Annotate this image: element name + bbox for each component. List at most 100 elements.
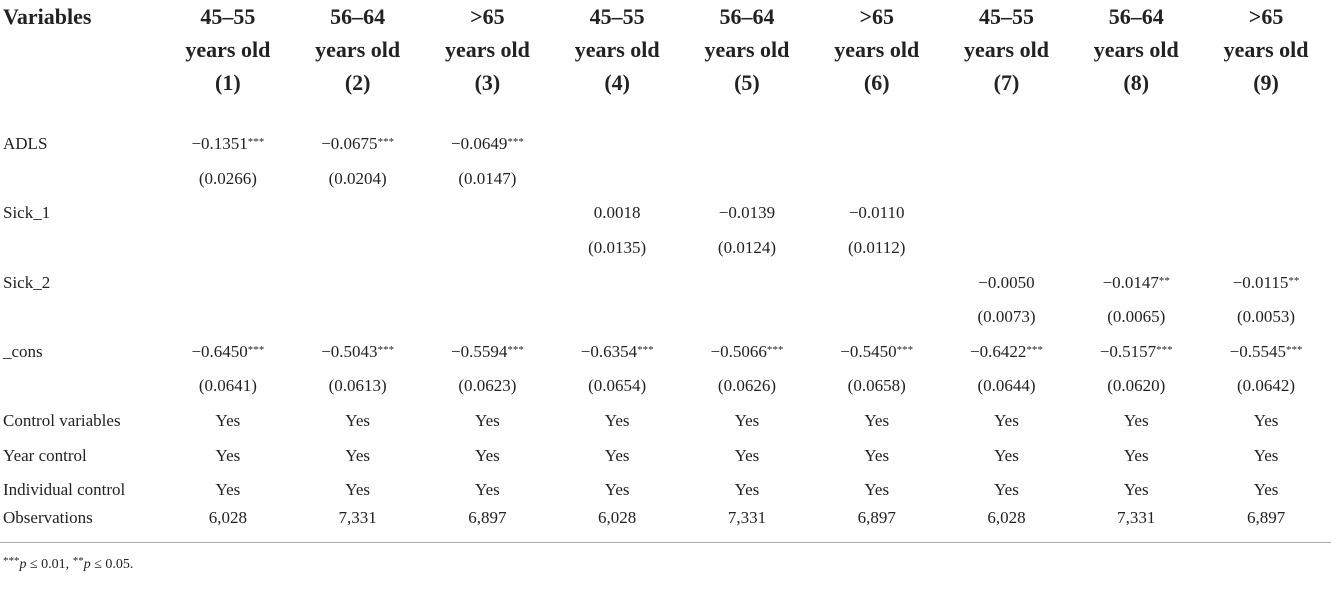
cell — [942, 127, 1072, 162]
cell — [293, 196, 423, 231]
cell — [942, 196, 1072, 231]
table-row: Individual control Yes Yes Yes Yes Yes Yes Yes Y… — [0, 473, 1331, 508]
header-line: >65 — [470, 4, 505, 29]
table-row: ADLS −0.1351*** −0.0675*** −0.0649*** — [0, 127, 1331, 162]
cell: −0.6422*** — [970, 341, 1043, 361]
column-header: >65 years old (6) — [812, 0, 942, 127]
row-label — [0, 231, 163, 266]
cell: −0.1351*** — [191, 134, 265, 154]
row-label: Sick_2 — [3, 272, 51, 292]
cell — [552, 265, 682, 300]
cell: 7,331 — [1071, 507, 1202, 543]
header-line: 45–55 — [978, 4, 1034, 29]
cell: Yes — [864, 445, 890, 465]
cell — [1071, 162, 1201, 197]
cell: Yes — [475, 411, 500, 431]
cell: Yes — [994, 411, 1019, 431]
row-label — [0, 300, 163, 335]
column-header: 45–55 years old (4) — [552, 0, 682, 127]
cell — [552, 300, 682, 335]
cell — [163, 265, 293, 300]
cell: 6,897 — [811, 507, 942, 543]
cell — [942, 231, 1072, 266]
column-header: 56–64 years old (8) — [1071, 0, 1201, 127]
cell: 6,028 — [941, 507, 1072, 543]
column-header: 56–64 years old (2) — [293, 0, 423, 127]
header-line: (3) — [474, 70, 501, 95]
cell — [423, 196, 553, 231]
cell — [423, 265, 553, 300]
header-line: (6) — [863, 70, 890, 95]
cell: Yes — [994, 480, 1019, 500]
footnote: ***p ≤ 0.01, **p ≤ 0.05. — [3, 554, 134, 572]
header-line: (4) — [604, 70, 630, 95]
cell: 7,331 — [682, 507, 812, 543]
cell: (0.0053) — [1237, 307, 1296, 327]
row-label — [0, 162, 163, 197]
cell: (0.0112) — [847, 238, 906, 258]
cell — [812, 127, 942, 162]
header-line: years old — [574, 37, 660, 62]
cell: (0.0613) — [328, 376, 387, 396]
cell: (0.0623) — [458, 376, 517, 396]
cell: Yes — [1253, 480, 1279, 500]
cell — [293, 300, 423, 335]
table-header: Variables 45–55 years old (1) 56–64 years old… — [0, 0, 1331, 127]
table-row: (0.0266) (0.0204) (0.0147) — [0, 162, 1331, 197]
cell: −0.5545*** — [1229, 341, 1303, 361]
cell: Yes — [215, 411, 241, 431]
header-line: (1) — [215, 70, 241, 95]
cell — [682, 265, 812, 300]
table-row: Sick_2 −0.0050 −0.0147** −0.0115** — [0, 265, 1331, 300]
cell — [552, 127, 682, 162]
cell — [812, 300, 942, 335]
cell — [163, 231, 293, 266]
cell — [1201, 162, 1331, 197]
table-row: (0.0641) (0.0613) (0.0623) (0.0654) (0.0626)… — [0, 369, 1331, 404]
row-label: _cons — [3, 341, 43, 361]
cell: (0.0266) — [198, 168, 257, 188]
table-row: Control variables Yes Yes Yes Yes Yes Yes Yes Ye… — [0, 404, 1331, 439]
cell — [1201, 196, 1331, 231]
cell — [423, 231, 553, 266]
cell: −0.5157*** — [1099, 341, 1173, 361]
table-row: Observations 6,028 7,331 6,897 6,028 7,331 6,8… — [0, 507, 1331, 543]
cell — [293, 231, 423, 266]
cell — [942, 162, 1072, 197]
header-line: (8) — [1123, 70, 1150, 95]
cell: Yes — [215, 480, 241, 500]
header-line: years old — [704, 37, 790, 62]
results-table: Variables 45–55 years old (1) 56–64 years old… — [0, 0, 1331, 543]
cell: Yes — [1123, 445, 1149, 465]
header-line: (7) — [993, 70, 1020, 95]
row-label: Individual control — [3, 480, 126, 500]
header-line: 45–55 — [200, 4, 256, 29]
cell — [552, 162, 682, 197]
header-line: 56–64 — [719, 4, 775, 29]
cell: 6,028 — [552, 507, 683, 543]
cell — [423, 300, 553, 335]
cell: Yes — [1123, 480, 1149, 500]
cell: Yes — [604, 445, 630, 465]
header-line: years old — [315, 37, 401, 62]
cell: −0.6354*** — [580, 341, 654, 361]
column-header: 56–64 years old (5) — [682, 0, 812, 127]
cell: (0.0620) — [1107, 376, 1166, 396]
row-label: Observations — [0, 507, 163, 543]
table-row: (0.0135) (0.0124) (0.0112) — [0, 231, 1331, 266]
cell: Yes — [734, 445, 760, 465]
cell: −0.5043*** — [321, 341, 395, 361]
column-header: Variables — [3, 4, 92, 29]
cell: −0.0139 — [718, 203, 776, 223]
cell: (0.0654) — [588, 376, 647, 396]
cell: (0.0124) — [717, 238, 776, 258]
row-label: Control variables — [3, 411, 121, 431]
header-line: 56–64 — [1108, 4, 1164, 29]
cell — [812, 265, 942, 300]
table-row: Year control Yes Yes Yes Yes Yes Yes Yes Yes Yes — [0, 438, 1331, 473]
cell: −0.5450*** — [840, 341, 914, 361]
cell: Yes — [345, 445, 371, 465]
column-header: >65 years old (9) — [1201, 0, 1331, 127]
cell: −0.0649*** — [450, 134, 524, 154]
